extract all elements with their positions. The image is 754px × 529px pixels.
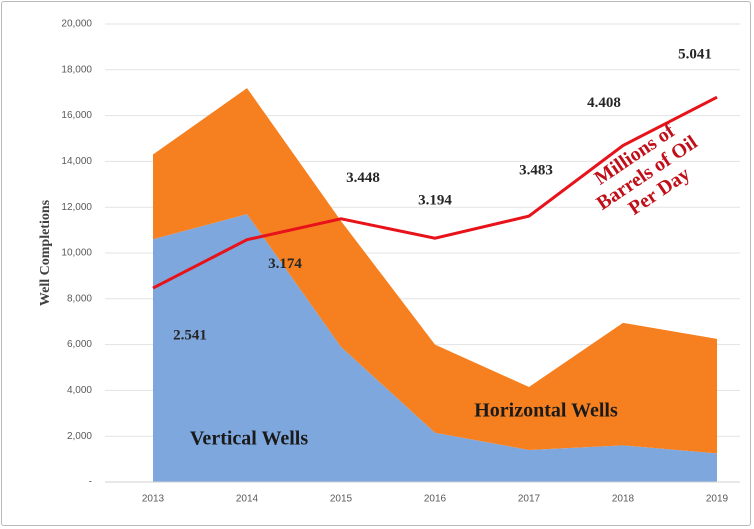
data-label: 2.541 (173, 327, 207, 343)
y-tick-label: 16,000 (61, 110, 92, 121)
y-tick-label: 8,000 (67, 293, 92, 304)
y-tick-label: - (89, 477, 92, 488)
data-label: 5.041 (678, 47, 712, 63)
y-tick-label: 6,000 (67, 339, 92, 350)
x-tick-label: 2017 (518, 494, 541, 505)
y-tick-label: 4,000 (67, 385, 92, 396)
y-tick-label: 12,000 (61, 202, 92, 213)
data-label: 3.483 (519, 163, 553, 179)
x-tick-label: 2019 (706, 494, 729, 505)
data-label: 3.194 (418, 193, 452, 209)
oil-line (152, 95, 718, 290)
x-tick-label: 2014 (236, 494, 259, 505)
x-tick-label: 2018 (612, 494, 635, 505)
y-tick-label: 2,000 (67, 431, 92, 442)
horizontal-annotation: Horizontal Wells (474, 400, 618, 422)
y-axis-label: Well Completions (38, 199, 53, 306)
data-label: 3.174 (268, 256, 302, 272)
x-tick-label: 2015 (330, 494, 353, 505)
data-label: 4.408 (587, 95, 621, 111)
x-tick-label: 2013 (142, 494, 165, 505)
y-tick-label: 14,000 (61, 156, 92, 167)
y-tick-label: 18,000 (61, 64, 92, 75)
area (153, 88, 717, 454)
x-tick-label: 2016 (424, 494, 447, 505)
data-label: 3.448 (346, 170, 380, 186)
vertical-annotation: Vertical Wells (190, 428, 309, 450)
area (153, 214, 717, 482)
y-tick-label: 10,000 (61, 248, 92, 259)
y-tick-label: 20,000 (61, 19, 92, 30)
